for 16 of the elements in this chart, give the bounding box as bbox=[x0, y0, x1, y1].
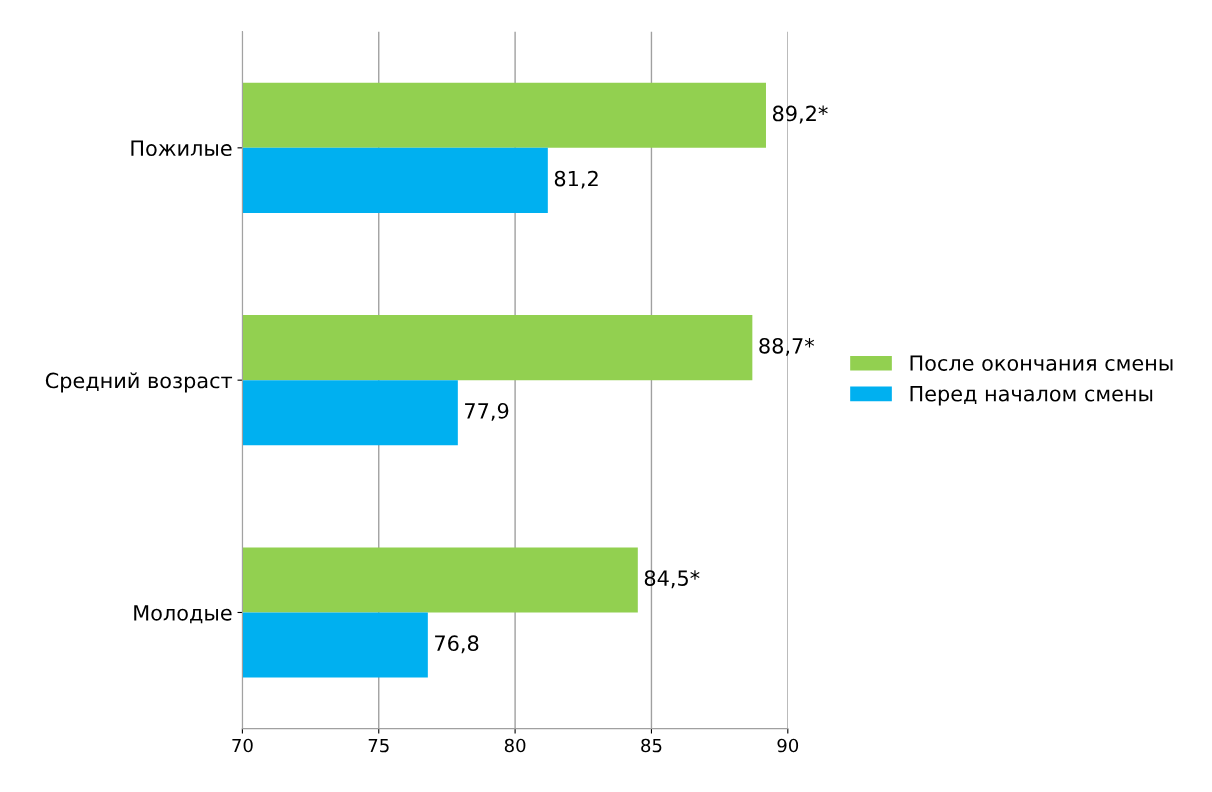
data-label: 89,2* bbox=[772, 105, 828, 124]
y-tick-label: Средний возраст bbox=[45, 372, 233, 393]
data-label: 76,8 bbox=[435, 635, 479, 654]
x-tick-label: 70 bbox=[232, 738, 253, 753]
data-label: 84,5* bbox=[644, 570, 700, 589]
data-label: 81,2 bbox=[554, 170, 598, 189]
x-tick-label: 90 bbox=[777, 738, 799, 753]
data-label: 77,9 bbox=[465, 402, 509, 421]
x-tick-label: 80 bbox=[504, 738, 526, 753]
x-tick-label: 75 bbox=[368, 738, 389, 753]
y-tick-label: Молодые bbox=[134, 605, 232, 624]
y-tick-label: Пожилые bbox=[131, 140, 232, 157]
data-label: 88,7* bbox=[759, 337, 815, 356]
legend-label: Перед началом смены bbox=[910, 386, 1153, 406]
x-tick-label: 85 bbox=[641, 738, 662, 753]
legend-label: После окончания смены bbox=[910, 355, 1173, 371]
